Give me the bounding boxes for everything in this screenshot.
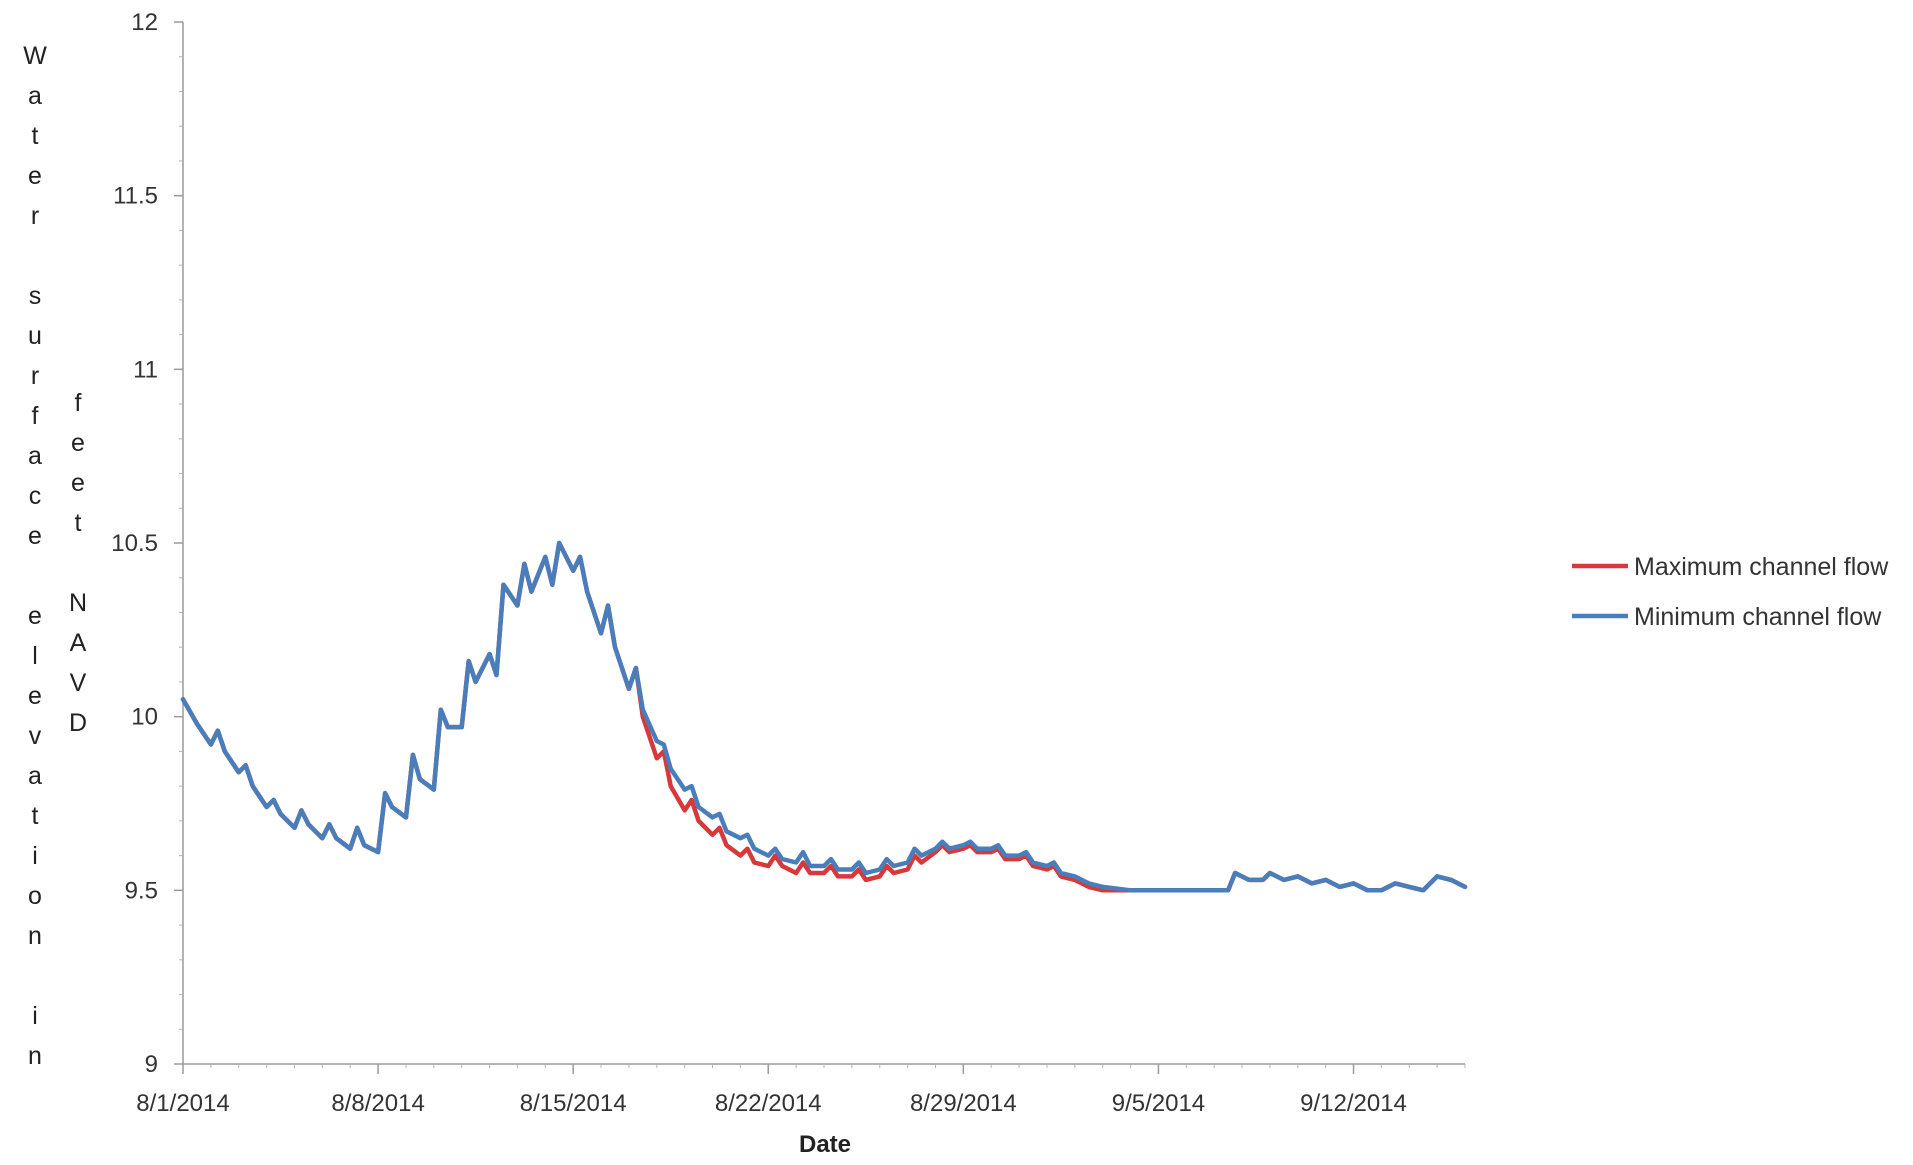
y-axis-title-char: n <box>28 922 42 950</box>
plot-area <box>180 540 1468 893</box>
y-axis-title-char: t <box>32 122 39 150</box>
y-axis-title-char: V <box>70 669 87 697</box>
y-axis-title-char: A <box>70 629 87 657</box>
y-axis-title-char: s <box>29 282 42 310</box>
legend-label: Maximum channel flow <box>1634 553 1889 581</box>
y-tick-label: 9.5 <box>125 877 158 904</box>
x-tick-label: 9/12/2014 <box>1300 1090 1407 1117</box>
y-axis-title-char: r <box>31 202 39 230</box>
series-line-minimum-channel-flow <box>180 540 1468 893</box>
y-axis-title-char: e <box>28 522 42 550</box>
y-axis-title-char: e <box>28 602 42 630</box>
y-axis-title-char: t <box>75 509 82 537</box>
y-axis-title-char: D <box>69 709 87 737</box>
y-axis-title-char: N <box>69 589 87 617</box>
x-tick-label: 9/5/2014 <box>1112 1090 1205 1117</box>
y-axis-title-char: u <box>28 322 42 350</box>
y-tick-label: 12 <box>131 9 158 36</box>
legend-item: Maximum channel flow <box>1572 553 1889 581</box>
y-tick-label: 10.5 <box>111 530 158 557</box>
x-tick-label: 8/8/2014 <box>331 1090 424 1117</box>
x-tick-label: 8/22/2014 <box>715 1090 822 1117</box>
y-axis-title-char: i <box>32 1002 38 1030</box>
legend-item: Minimum channel flow <box>1572 603 1882 631</box>
legend-label: Minimum channel flow <box>1634 603 1882 631</box>
y-tick-label: 9 <box>145 1051 158 1078</box>
x-tick-label: 8/29/2014 <box>910 1090 1017 1117</box>
y-axis-title-char: e <box>71 469 85 497</box>
y-axis-title-char: l <box>32 642 38 670</box>
y-axis-title-char: f <box>75 389 82 417</box>
y-axis-title-char: a <box>28 82 42 110</box>
y-axis-title-char: e <box>71 429 85 457</box>
y-axis-title-char: f <box>32 402 39 430</box>
x-tick-label: 8/15/2014 <box>520 1090 627 1117</box>
y-tick-label: 10 <box>131 704 158 731</box>
y-axis-title-char: c <box>29 482 42 510</box>
legend: Maximum channel flow Minimum channel flow <box>1572 553 1889 631</box>
y-tick-label: 11.5 <box>113 183 158 210</box>
x-tick-label: 8/1/2014 <box>136 1090 229 1117</box>
y-axis-title-char: e <box>28 682 42 710</box>
y-axis-title-char: o <box>28 882 42 910</box>
x-axis-title: Date <box>799 1131 851 1158</box>
y-axis-title-char: i <box>32 842 38 870</box>
y-axis-title-char: v <box>29 722 42 750</box>
y-tick-label: 11 <box>133 356 158 383</box>
y-axis-title-char: t <box>32 802 39 830</box>
y-axis-title-char: r <box>31 362 39 390</box>
y-axis: 9 9.5 10 10.5 11 11.5 12 <box>111 9 184 1078</box>
y-axis-title-char: a <box>28 442 42 470</box>
series-line-maximum-channel-flow <box>180 540 1468 893</box>
y-axis-title-char: a <box>28 762 42 790</box>
y-axis-title-char: e <box>28 162 42 190</box>
x-axis: 8/1/2014 8/8/2014 8/15/2014 8/22/2014 8/29/2… <box>136 1063 1466 1117</box>
y-axis-title-char: n <box>28 1042 42 1070</box>
y-axis-title-char: W <box>23 42 47 70</box>
